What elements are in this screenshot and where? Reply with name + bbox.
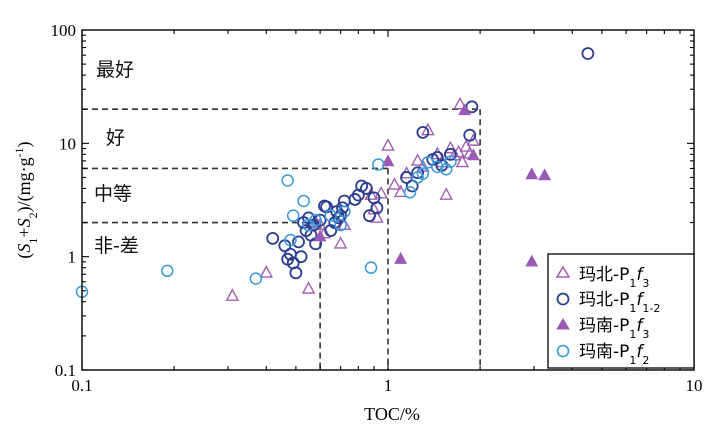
point-series0-16: [410, 153, 425, 166]
point-series0-1: [259, 265, 274, 278]
point-series3-6: [297, 194, 310, 208]
region-labels: 最好 好 中等 非-差: [94, 59, 139, 257]
data-points: [75, 47, 595, 301]
legend-item-mabei-p1f3: 玛北-P1f3: [555, 265, 649, 290]
legend-item-manan-p1f2: 玛南-P1f2: [556, 342, 649, 367]
point-series3-2: [249, 272, 263, 285]
point-series3-20: [444, 155, 457, 168]
legend-label-mabei-p1f3: 玛北-P1f3: [579, 265, 649, 290]
point-series1-5: [289, 266, 303, 280]
y-tick-label: 10: [59, 134, 76, 153]
point-series0-0: [225, 288, 240, 301]
point-series2-5: [525, 167, 539, 180]
point-series3-3: [281, 174, 294, 187]
region-label-good: 好: [106, 127, 125, 149]
legend-marker-triangle-open: [555, 265, 571, 278]
point-series3-14: [403, 186, 417, 199]
legend-marker-circle-light: [556, 344, 570, 358]
point-series3-18: [431, 160, 444, 174]
point-series3-11: [338, 205, 351, 218]
point-series1-21: [334, 209, 348, 223]
threshold-boxes: [82, 108, 481, 370]
point-series0-6: [333, 236, 348, 249]
point-series3-16: [416, 167, 430, 180]
point-series0-12: [381, 138, 395, 151]
region-label-best: 最好: [96, 59, 134, 81]
point-series0-21: [439, 187, 454, 200]
y-tick-label: 1: [68, 248, 77, 267]
point-series3-5: [286, 209, 300, 222]
point-series3-9: [324, 209, 338, 222]
point-series0-11: [374, 185, 388, 199]
point-series3-1: [161, 264, 174, 278]
region-label-medium: 中等: [94, 183, 132, 205]
legend-marker-triangle-filled: [556, 318, 570, 330]
y-tick-label: 0.1: [55, 361, 76, 380]
point-series1-41: [581, 47, 595, 60]
point-series0-22: [443, 140, 458, 154]
y-tick-label: 100: [51, 21, 77, 40]
point-series2-0: [313, 229, 327, 242]
y-axis-title: (S1+S2)/(mg·g-1): [12, 141, 40, 258]
legend-box: [547, 253, 695, 369]
point-series1-6: [292, 235, 305, 249]
point-series2-7: [525, 254, 539, 267]
point-series3-12: [364, 261, 378, 274]
point-series1-7: [294, 250, 308, 264]
point-series2-6: [538, 168, 552, 181]
legend-marker-circle-dark: [556, 292, 570, 306]
legend-label-manan-p1f2: 玛南-P1f2: [579, 342, 649, 367]
x-tick-label: 0.1: [71, 376, 92, 395]
point-series0-13: [387, 177, 402, 190]
point-series2-3: [458, 103, 472, 116]
point-series0-27: [459, 139, 473, 152]
point-series0-23: [447, 147, 462, 161]
point-series0-25: [453, 96, 467, 110]
point-series2-1: [381, 154, 395, 167]
point-series3-13: [372, 158, 385, 171]
point-series1-33: [411, 166, 425, 180]
legend-label-manan-p1f3: 玛南-P1f3: [579, 316, 649, 341]
legend: 玛北-P1f3 玛北-P1f1-2 玛南-P1f3 玛南-P1f2: [547, 253, 695, 369]
legend-label-mabei-p1f1-2: 玛北-P1f1-2: [579, 290, 660, 315]
point-series1-27: [360, 182, 373, 195]
point-series1-23: [337, 194, 351, 208]
legend-item-manan-p1f3: 玛南-P1f3: [556, 316, 649, 341]
point-series1-39: [463, 128, 477, 142]
point-series2-2: [394, 251, 408, 264]
legend-item-mabei-p1f1-2: 玛北-P1f1-2: [556, 290, 660, 315]
x-axis-title: TOC/%: [364, 404, 420, 424]
point-series3-10: [334, 218, 347, 232]
point-series1-30: [370, 201, 384, 215]
region-label-poor: 非-差: [94, 235, 139, 257]
x-tick-label: 1: [384, 376, 393, 395]
x-tick-label: 10: [686, 376, 703, 395]
point-series3-8: [309, 213, 322, 227]
point-series0-26: [455, 154, 470, 168]
point-series0-14: [393, 184, 408, 198]
point-series1-28: [363, 209, 376, 223]
point-series1-34: [416, 125, 430, 139]
point-series1-0: [266, 231, 280, 245]
point-series2-4: [466, 148, 480, 161]
point-series1-38: [444, 147, 457, 161]
point-series0-2: [301, 281, 316, 294]
point-series3-19: [439, 163, 453, 176]
point-series1-14: [313, 213, 327, 227]
point-series3-4: [284, 233, 297, 247]
